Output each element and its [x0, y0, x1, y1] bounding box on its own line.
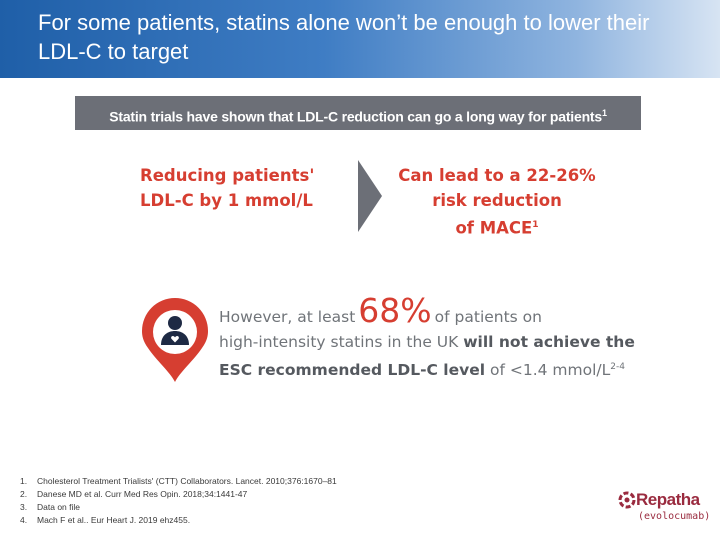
stat-percentage: 68%	[358, 291, 432, 330]
stat-pre-text: However, at least	[219, 308, 356, 326]
risk-claim-line-3: of MACE1	[392, 213, 602, 241]
logo-name: Repatha	[636, 490, 700, 509]
title-bar: For some patients, statins alone won’t b…	[0, 0, 720, 78]
statin-target-stat: However, at least 68% of patients on hig…	[219, 294, 639, 383]
ldl-claim-line-2: LDL-C by 1 mmol/L	[140, 191, 313, 210]
reference-item: 3. Data on file	[20, 502, 80, 512]
slide-title: For some patients, statins alone won’t b…	[38, 10, 650, 64]
ldl-claim-line-1: Reducing patients'	[140, 166, 315, 185]
risk-claim-line-1: Can lead to a 22-26%	[398, 166, 596, 185]
reference-item: 2. Danese MD et al. Curr Med Res Opin. 20…	[20, 489, 248, 499]
patient-pin-icon	[142, 298, 208, 382]
risk-claim-ref: 1	[532, 220, 539, 230]
stat-post-text: of patients on	[434, 308, 542, 326]
reference-item: 4. Mach F et al.. Eur Heart J. 2019 ehz45…	[20, 515, 191, 525]
statin-trials-banner: Statin trials have shown that LDL-C redu…	[75, 96, 641, 130]
stat-line-3-bold: ESC recommended LDL-C level	[219, 361, 486, 380]
banner-ref: 1	[601, 108, 607, 118]
banner-text: Statin trials have shown that LDL-C redu…	[109, 108, 602, 125]
stat-line-2-bold: will not achieve the	[463, 333, 635, 351]
reference-item: 1. Cholesterol Treatment Trialists' (CTT)…	[20, 476, 337, 486]
stat-line-3-normal: of <1.4 mmol/L	[485, 361, 611, 380]
references-list: 1. Cholesterol Treatment Trialists' (CTT)…	[20, 475, 340, 527]
repatha-logo: Repatha (evolocumab)	[618, 490, 714, 530]
brand-mark-icon	[618, 491, 636, 509]
chevron-right-icon	[358, 160, 382, 232]
risk-claim-line-2: risk reduction	[432, 191, 562, 210]
stat-ref: 2-4	[610, 362, 625, 372]
risk-reduction-claim: Can lead to a 22-26% risk reduction of M…	[392, 163, 602, 241]
mace-text: of MACE	[455, 218, 533, 238]
logo-subtitle: (evolocumab)	[638, 511, 711, 522]
ldl-reduction-claim: Reducing patients' LDL-C by 1 mmol/L	[140, 163, 340, 213]
stat-line-2-normal: high-intensity statins in the UK	[219, 333, 464, 351]
